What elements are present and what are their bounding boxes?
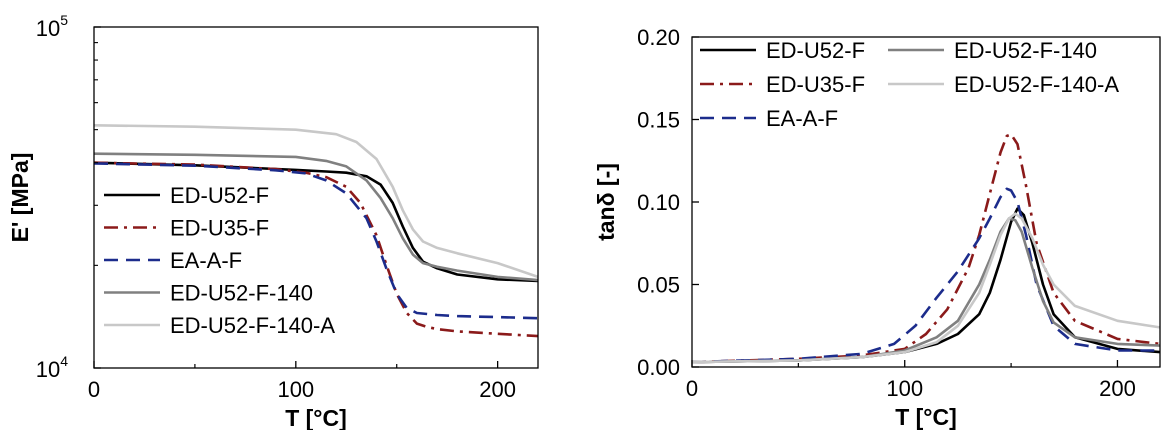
x-tick-label: 200 (479, 377, 516, 402)
y-tick-label: 104 (36, 353, 68, 382)
series-line-ed-u35-f (94, 161, 538, 338)
series-line-ed-u52-f (94, 161, 538, 283)
series-line-ed-u52-f-140-a (692, 212, 1160, 364)
y-tick-label: 0.10 (637, 190, 680, 215)
storage-modulus-chart: 0 100 200 104 105 T [°C] E' [MPa] ED-U52-F ED-U3… (7, 12, 539, 430)
legend-label: EA-A-F (766, 106, 838, 131)
legend-label: ED-U35-F (766, 72, 865, 97)
legend-label: ED-U52-F-140-A (954, 72, 1119, 97)
legend-label: EA-A-F (170, 248, 242, 273)
series-line-ea-a-f (94, 162, 538, 320)
plot-frame (93, 26, 539, 369)
legend-label: ED-U52-F-140-A (170, 313, 335, 338)
series-line-ed-u52-f-140 (692, 217, 1160, 364)
series-line-ed-u52-f-140 (94, 152, 538, 282)
legend-label: ED-U52-F (766, 38, 865, 63)
legend: ED-U52-F ED-U35-F EA-A-F ED-U52-F-140 ED-U52… (104, 183, 335, 338)
series-line-ed-u52-f-140-a (94, 124, 538, 279)
y-axis-label: tanδ [-] (593, 163, 619, 241)
x-tick-label: 200 (1099, 376, 1136, 401)
x-tick-label: 100 (886, 376, 923, 401)
x-tick-label: 0 (686, 376, 698, 401)
x-axis-label: T [°C] (285, 405, 347, 430)
legend-label: ED-U35-F (170, 216, 269, 241)
y-tick-label: 105 (36, 12, 68, 41)
x-axis-label: T [°C] (895, 404, 957, 430)
legend-label: ED-U52-F (170, 183, 269, 208)
y-axis-label: E' [MPa] (7, 153, 33, 243)
legend-label: ED-U52-F-140 (954, 38, 1097, 63)
legend-label: ED-U52-F-140 (170, 281, 313, 306)
x-tick-label: 100 (277, 377, 314, 402)
x-tick-label: 0 (88, 377, 100, 402)
series-line-ed-u35-f (692, 133, 1160, 364)
y-tick-label: 0.20 (637, 25, 680, 50)
y-tick-label: 0.05 (637, 273, 680, 298)
y-tick-label: 0.15 (637, 108, 680, 133)
series-line-ea-a-f (692, 187, 1160, 364)
legend: ED-U52-F ED-U52-F-140 ED-U35-F ED-U52-F-140… (700, 38, 1119, 131)
tan-delta-chart: 0 100 200 0.00 0.05 0.10 0.15 0.20 T [°C] tanδ [-… (593, 25, 1161, 430)
y-tick-label: 0.00 (637, 355, 680, 380)
